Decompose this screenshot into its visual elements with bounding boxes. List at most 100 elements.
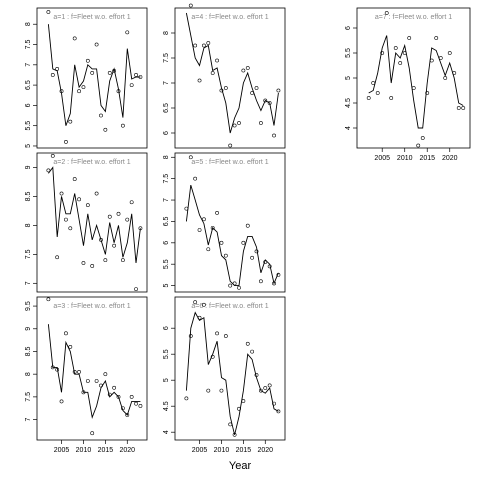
observed-point [68, 345, 73, 349]
observed-point [103, 127, 108, 132]
y-tick-label: 6 [163, 131, 170, 135]
y-tick-label: 7.5 [25, 40, 32, 50]
x-tick-label: 2020 [257, 447, 273, 454]
observed-point [219, 240, 224, 245]
observed-point [389, 96, 394, 100]
observed-point [241, 240, 246, 245]
x-tick-label: 2020 [442, 155, 458, 162]
panel-frame [174, 296, 286, 441]
y-tick-label: 6 [25, 103, 32, 107]
y-tick-label: 6.5 [163, 103, 170, 113]
observed-point [263, 386, 268, 390]
observed-point [55, 367, 60, 372]
x-tick-label: 2010 [76, 447, 92, 454]
observed-point [184, 206, 189, 211]
observed-point [375, 91, 380, 95]
observed-point [411, 86, 416, 90]
observed-point [77, 89, 81, 94]
y-tick-label: 6.5 [25, 80, 32, 90]
observed-point [250, 91, 255, 95]
observed-point [210, 354, 215, 359]
observed-point [250, 349, 255, 354]
strip-label: a=6 : f=Fleet w.o. effort 1 [191, 303, 268, 310]
x-tick-label: 2005 [54, 447, 70, 454]
observed-point [197, 228, 202, 232]
observed-point [420, 136, 425, 140]
y-tick-label: 9 [25, 327, 32, 331]
observed-point [245, 66, 250, 70]
observed-point [59, 191, 64, 196]
observed-point [215, 210, 219, 215]
observed-point [90, 264, 95, 268]
observed-point [94, 191, 99, 196]
x-tick-label: 2015 [419, 155, 435, 162]
observed-point [245, 341, 250, 346]
y-tick-label: 6 [163, 241, 170, 245]
observed-point [59, 89, 64, 94]
y-tick-label: 4.5 [345, 98, 352, 108]
observed-point [206, 247, 211, 252]
y-tick-label: 6.5 [163, 216, 170, 226]
observed-point [55, 66, 60, 71]
y-tick-label: 7 [25, 281, 32, 285]
x-tick-label: 2005 [374, 155, 390, 162]
observed-point [46, 168, 51, 173]
fitted-line [368, 35, 464, 129]
observed-point [223, 334, 228, 338]
observed-point [263, 98, 268, 103]
observed-point [219, 88, 224, 93]
observed-point [237, 406, 241, 411]
observed-point [94, 379, 99, 383]
panel-frame [174, 152, 286, 293]
y-tick-label: 5 [25, 144, 32, 148]
observed-point [258, 121, 263, 125]
observed-point [138, 404, 143, 408]
observed-point [380, 51, 385, 55]
observed-point [193, 300, 198, 305]
observed-point [81, 85, 86, 90]
observed-point [254, 373, 259, 377]
observed-point [228, 143, 233, 148]
observed-point [107, 71, 112, 75]
y-tick-label: 7.5 [25, 392, 32, 402]
fitted-line [48, 166, 141, 264]
observed-point [219, 388, 224, 393]
strip-label: a=2 : f=Fleet w.o. effort 1 [53, 159, 130, 166]
observed-point [258, 279, 263, 284]
y-tick-label: 5 [345, 76, 352, 80]
y-tick-label: 7 [25, 418, 32, 422]
observed-point [72, 370, 77, 374]
y-tick-label: 8 [25, 22, 32, 26]
panel-frame [36, 7, 148, 149]
observed-point [107, 214, 112, 219]
observed-point [416, 143, 421, 148]
observed-point [429, 58, 434, 63]
observed-point [263, 260, 268, 264]
observed-point [112, 68, 117, 73]
observed-point [210, 71, 215, 75]
observed-point [206, 41, 211, 45]
observed-point [188, 334, 193, 338]
observed-point [447, 51, 452, 55]
observed-point [129, 83, 134, 88]
y-tick-label: 7 [25, 63, 32, 67]
observed-point [258, 388, 263, 393]
observed-point [99, 237, 103, 242]
observed-point [272, 401, 276, 406]
y-tick-label: 5.5 [25, 121, 32, 131]
observed-point [64, 217, 68, 222]
x-tick-label: 2010 [214, 447, 230, 454]
observed-point [232, 432, 237, 437]
x-axis-label: Year [229, 460, 252, 472]
x-tick-label: 2005 [192, 447, 208, 454]
y-tick-label: 9.5 [25, 301, 32, 311]
observed-point [232, 281, 237, 286]
observed-point [112, 385, 117, 390]
y-tick-label: 6 [345, 26, 352, 30]
observed-point [90, 71, 95, 75]
observed-point [254, 249, 259, 254]
observed-point [72, 177, 77, 181]
y-tick-label: 5 [163, 284, 170, 288]
observed-point [134, 401, 138, 406]
observed-point [77, 197, 81, 202]
